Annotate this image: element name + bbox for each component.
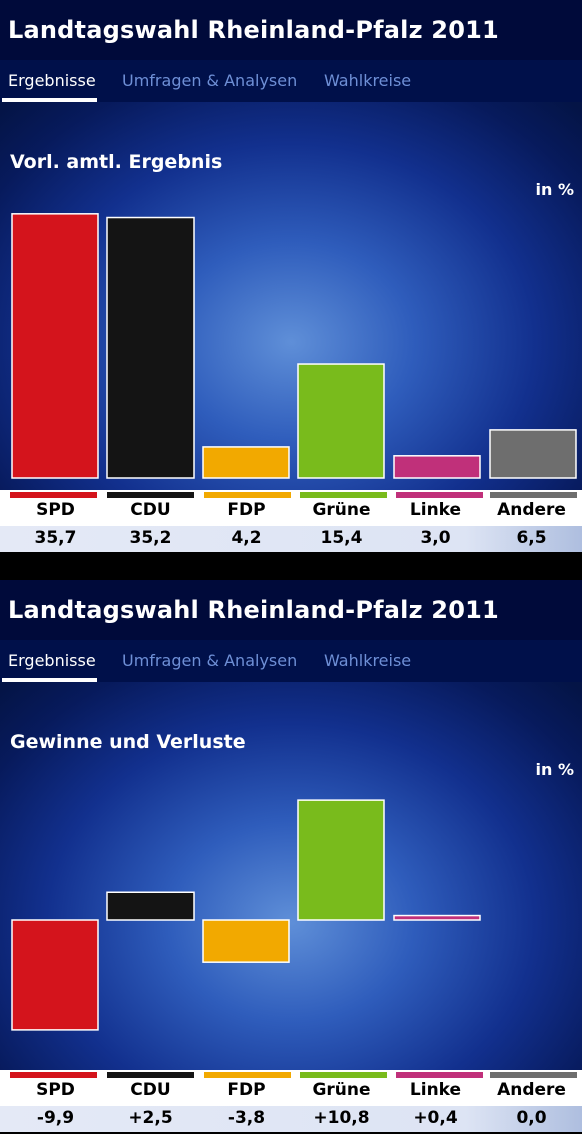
chart-subtitle: Gewinne und Verluste (10, 731, 246, 753)
bar-spd (11, 919, 99, 1031)
tab-wahlkreise[interactable]: Wahlkreise (324, 71, 412, 90)
party-label-cdu: CDU (130, 1080, 171, 1100)
bar-fdp (202, 919, 290, 963)
tab-ergebnisse[interactable]: Ergebnisse (8, 71, 96, 90)
color-strip-spd (10, 492, 97, 498)
bar-linke (393, 914, 481, 921)
tab-ergebnisse[interactable]: Ergebnisse (8, 651, 96, 670)
value-row-background (0, 1106, 582, 1132)
unit-label: in % (535, 180, 574, 199)
bar-cdu (106, 216, 195, 479)
party-label-gruene: Grüne (312, 500, 371, 520)
color-strip-gruene (300, 1072, 387, 1078)
party-label-linke: Linke (409, 1080, 462, 1100)
chart-subtitle: Vorl. amtl. Ergebnis (10, 151, 223, 173)
value-label-linke: +0,4 (413, 1108, 458, 1128)
results-panel: Landtagswahl Rheinland-Pfalz 2011 Ergebn… (0, 0, 582, 552)
color-strip-linke (396, 492, 483, 498)
color-strip-gruene (300, 492, 387, 498)
color-strip-cdu (107, 492, 194, 498)
tab-umfragen-analysen[interactable]: Umfragen & Analysen (122, 71, 298, 90)
bar-andere (489, 429, 577, 479)
bar-cdu (106, 891, 195, 921)
header-bar: Landtagswahl Rheinland-Pfalz 2011 (0, 0, 582, 60)
value-row-background (0, 526, 582, 552)
party-label-andere: Andere (497, 500, 566, 520)
party-label-fdp: FDP (227, 500, 266, 520)
value-label-cdu: +2,5 (128, 1108, 173, 1128)
gains-losses-bar-chart (11, 799, 481, 1031)
party-label-gruene: Grüne (312, 1080, 371, 1100)
header-title: Landtagswahl Rheinland-Pfalz 2011 (8, 596, 499, 624)
unit-label: in % (535, 760, 574, 779)
value-label-fdp: -3,8 (227, 1108, 266, 1128)
party-label-andere: Andere (497, 1080, 566, 1100)
value-label-spd: 35,7 (34, 528, 77, 548)
tab-bar: Ergebnisse Umfragen & Analysen Wahlkreis… (0, 60, 582, 102)
header-title: Landtagswahl Rheinland-Pfalz 2011 (8, 16, 499, 44)
bar-linke (393, 455, 481, 479)
bar-gruene (297, 799, 385, 921)
value-label-gruene: 15,4 (320, 528, 363, 548)
color-strip-linke (396, 1072, 483, 1078)
value-label-andere: 0,0 (516, 1108, 547, 1128)
gains-losses-panel: Landtagswahl Rheinland-Pfalz 2011 Ergebn… (0, 580, 582, 1132)
party-label-linke: Linke (409, 500, 462, 520)
party-label-fdp: FDP (227, 1080, 266, 1100)
bar-spd (11, 213, 99, 479)
value-label-spd: -9,9 (36, 1108, 75, 1128)
color-strip-andere (490, 1072, 577, 1078)
tab-umfragen-analysen[interactable]: Umfragen & Analysen (122, 651, 298, 670)
gains-losses-table: SPD CDU FDP Grüne Linke Andere -9,9 +2,5… (0, 1070, 582, 1132)
header-bar: Landtagswahl Rheinland-Pfalz 2011 (0, 580, 582, 640)
party-row-background (0, 490, 582, 526)
bar-fdp (202, 446, 290, 479)
color-strip-fdp (204, 1072, 291, 1078)
value-label-fdp: 4,2 (231, 528, 262, 548)
color-strip-fdp (204, 492, 291, 498)
results-table: SPD CDU FDP Grüne Linke Andere 35,7 35,2… (0, 490, 582, 552)
value-label-linke: 3,0 (420, 528, 451, 548)
party-label-cdu: CDU (130, 500, 171, 520)
color-strip-spd (10, 1072, 97, 1078)
tab-bar: Ergebnisse Umfragen & Analysen Wahlkreis… (0, 640, 582, 682)
results-bar-chart (11, 213, 577, 479)
party-label-spd: SPD (36, 1080, 75, 1100)
party-row-background (0, 1070, 582, 1106)
color-strip-cdu (107, 1072, 194, 1078)
value-label-cdu: 35,2 (129, 528, 172, 548)
tab-wahlkreise[interactable]: Wahlkreise (324, 651, 412, 670)
active-tab-indicator (2, 678, 97, 682)
bar-gruene (297, 363, 385, 479)
value-label-andere: 6,5 (516, 528, 547, 548)
color-strip-andere (490, 492, 577, 498)
active-tab-indicator (2, 98, 97, 102)
value-label-gruene: +10,8 (313, 1108, 370, 1128)
party-label-spd: SPD (36, 500, 75, 520)
